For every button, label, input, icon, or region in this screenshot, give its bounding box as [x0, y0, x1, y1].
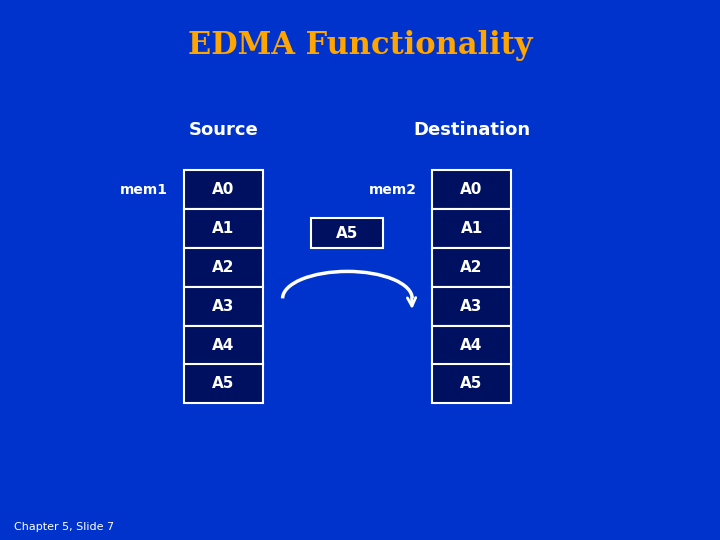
Text: A4: A4	[460, 338, 483, 353]
Text: A5: A5	[336, 226, 359, 240]
FancyBboxPatch shape	[184, 326, 263, 365]
FancyBboxPatch shape	[432, 170, 511, 209]
Text: A3: A3	[212, 299, 235, 314]
Text: A4: A4	[212, 338, 235, 353]
FancyBboxPatch shape	[184, 364, 263, 403]
FancyBboxPatch shape	[184, 170, 263, 209]
Text: Chapter 5, Slide 7: Chapter 5, Slide 7	[14, 522, 114, 531]
Text: A5: A5	[212, 376, 235, 392]
Text: A5: A5	[460, 376, 483, 392]
Text: A2: A2	[460, 260, 483, 275]
FancyBboxPatch shape	[432, 209, 511, 248]
Text: A1: A1	[461, 221, 482, 236]
FancyBboxPatch shape	[184, 248, 263, 287]
Text: Destination: Destination	[413, 120, 530, 139]
FancyBboxPatch shape	[184, 287, 263, 326]
FancyBboxPatch shape	[432, 364, 511, 403]
FancyBboxPatch shape	[432, 248, 511, 287]
FancyBboxPatch shape	[432, 287, 511, 326]
Text: A0: A0	[460, 182, 483, 197]
Text: mem1: mem1	[120, 183, 168, 197]
Text: A0: A0	[212, 182, 235, 197]
Text: EDMA Functionality: EDMA Functionality	[188, 30, 532, 62]
FancyBboxPatch shape	[184, 209, 263, 248]
Text: mem2: mem2	[369, 183, 416, 197]
FancyBboxPatch shape	[311, 218, 383, 248]
Text: A1: A1	[212, 221, 234, 236]
Text: A2: A2	[212, 260, 235, 275]
Text: Source: Source	[189, 120, 258, 139]
Text: A3: A3	[460, 299, 483, 314]
FancyBboxPatch shape	[432, 326, 511, 365]
